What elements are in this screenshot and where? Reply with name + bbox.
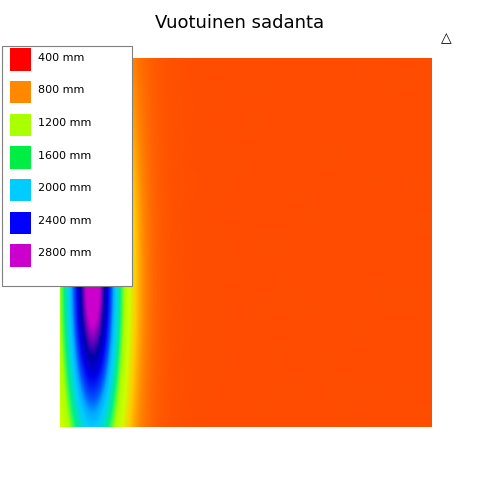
Text: 2400 mm: 2400 mm: [38, 216, 92, 226]
Text: 2000 mm: 2000 mm: [38, 183, 92, 193]
Text: Vuotuinen sadanta: Vuotuinen sadanta: [156, 14, 324, 33]
Text: 1200 mm: 1200 mm: [38, 118, 92, 128]
Text: 1600 mm: 1600 mm: [38, 151, 92, 160]
Text: 400 mm: 400 mm: [38, 53, 85, 62]
Text: △: △: [441, 31, 452, 46]
Text: 800 mm: 800 mm: [38, 85, 85, 95]
Text: 2800 mm: 2800 mm: [38, 249, 92, 258]
